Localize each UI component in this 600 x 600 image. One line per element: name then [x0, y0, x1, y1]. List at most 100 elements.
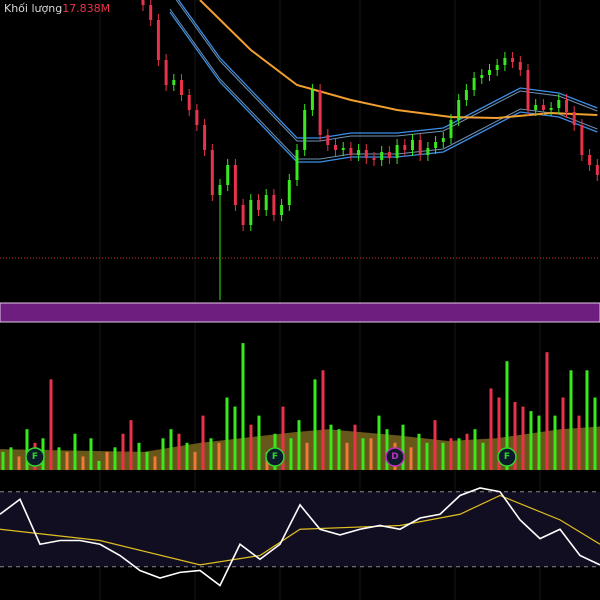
marker-label: D	[391, 452, 398, 462]
rsi-line	[0, 487, 600, 587]
volume-bar	[169, 429, 173, 470]
volume-bar	[369, 438, 373, 470]
volume-bar	[73, 433, 77, 470]
volume-bar	[161, 438, 165, 470]
volume-bar	[353, 424, 357, 470]
candle-body	[164, 60, 168, 85]
candle-body	[264, 195, 268, 210]
candle-body	[380, 152, 384, 160]
volume-bar	[585, 370, 589, 470]
volume-bar	[201, 415, 205, 470]
volume-bar	[185, 442, 189, 470]
candle-body	[156, 20, 160, 60]
candle-body	[449, 120, 453, 138]
event-marker-f[interactable]: F	[265, 447, 285, 467]
marker-label: F	[32, 452, 38, 462]
volume-bar	[569, 370, 573, 470]
volume-bar	[17, 456, 21, 470]
marker-circle	[265, 447, 285, 467]
volume-bar	[121, 433, 125, 470]
candle-body	[541, 105, 545, 110]
legend-value: 17.838M	[62, 2, 111, 15]
candle-body	[218, 185, 222, 195]
volume-bar	[449, 438, 453, 470]
volume-bar	[425, 442, 429, 470]
rsi-ma-line	[0, 494, 600, 566]
candle-body	[303, 110, 307, 150]
candle-body	[457, 100, 461, 120]
candle-body	[534, 105, 538, 110]
volume-legend: Khối lượng17.838M	[4, 2, 110, 15]
volume-bar	[441, 442, 445, 470]
candle-body	[141, 0, 145, 5]
candle-body	[172, 80, 176, 85]
candle-body	[233, 165, 237, 205]
volume-bar	[217, 442, 221, 470]
volume-bar	[257, 415, 261, 470]
volume-bar	[529, 411, 533, 470]
volume-bar	[209, 438, 213, 470]
candle-body	[310, 90, 314, 110]
candle-body	[287, 180, 291, 205]
volume-bar	[49, 379, 53, 470]
candle-body	[518, 62, 522, 70]
candle-body	[326, 135, 330, 145]
event-marker-d[interactable]: D	[385, 447, 405, 467]
candle-body	[426, 148, 430, 155]
candle-body	[565, 100, 568, 112]
volume-bar	[489, 388, 493, 470]
candle-body	[418, 140, 422, 155]
volume-bar	[433, 420, 437, 470]
candle-body	[364, 150, 368, 158]
candle-body	[511, 58, 515, 62]
volume-bar	[409, 447, 413, 470]
candle-body	[503, 58, 507, 65]
candle-body	[387, 152, 391, 158]
candle-body	[249, 200, 253, 225]
volume-bar	[385, 429, 389, 470]
volume-bar	[65, 451, 69, 470]
event-marker-f[interactable]: F	[25, 447, 45, 467]
candle-body	[495, 65, 499, 70]
volume-bar	[89, 438, 93, 470]
volume-bar	[1, 451, 5, 470]
volume-bar	[377, 415, 381, 470]
volume-bar	[473, 429, 477, 470]
candle-body	[488, 70, 491, 75]
candle-body	[411, 140, 414, 150]
candle-body	[580, 125, 584, 155]
event-marker-f[interactable]: F	[497, 447, 517, 467]
volume-bar	[577, 415, 581, 470]
candle-body	[180, 80, 183, 95]
volume-bar	[417, 433, 421, 470]
volume-bar	[561, 397, 565, 470]
candle-body	[349, 148, 353, 155]
volume-bar	[289, 438, 293, 470]
volume-bar	[177, 433, 181, 470]
candle-body	[357, 150, 361, 155]
candle-body	[549, 108, 553, 110]
candle-body	[226, 165, 230, 185]
candle-body	[572, 112, 576, 125]
candle-body	[595, 165, 599, 175]
marker-circle	[25, 447, 45, 467]
volume-bar	[97, 460, 101, 470]
candle-body	[341, 148, 345, 150]
volume-bar	[345, 442, 349, 470]
volume-bar	[465, 433, 469, 470]
candle-body	[472, 78, 476, 90]
candle-body	[187, 95, 191, 110]
volume-bar	[537, 415, 541, 470]
candle-body	[149, 5, 153, 20]
volume-bar	[313, 379, 317, 470]
volume-bar	[521, 406, 525, 470]
indicator-strip	[0, 302, 600, 323]
candle-body	[480, 75, 484, 78]
candle-body	[557, 100, 561, 108]
volume-bar	[113, 447, 117, 470]
candle-body	[241, 205, 245, 225]
volume-bar	[361, 438, 365, 470]
volume-bar	[553, 415, 557, 470]
candle-body	[195, 110, 199, 125]
